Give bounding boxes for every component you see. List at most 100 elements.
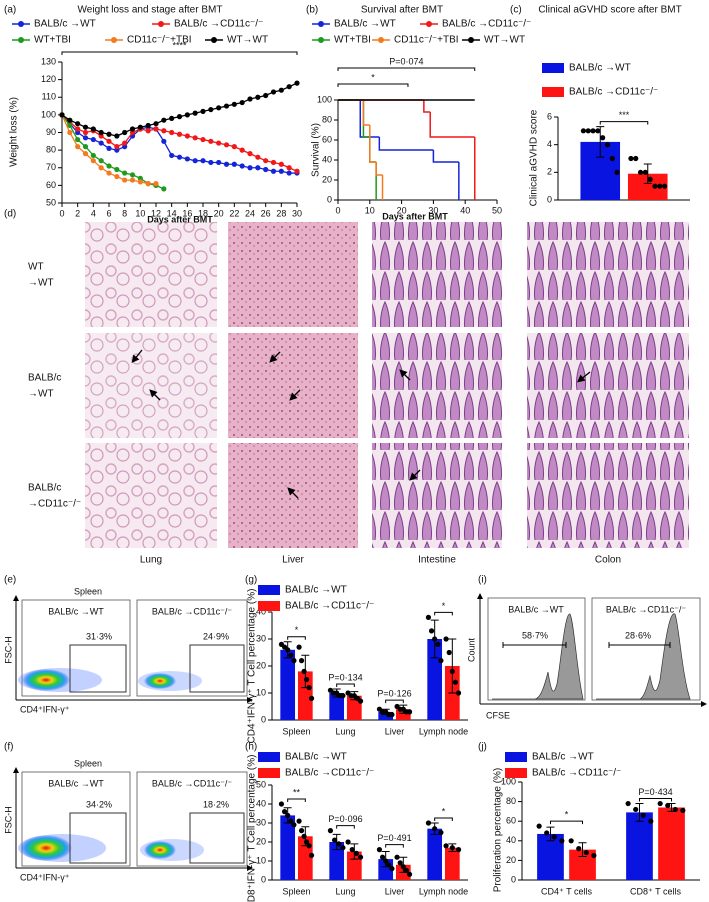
data-point: [406, 871, 413, 877]
legend-swatch: [258, 585, 280, 595]
histology-image: [372, 333, 502, 438]
data-point: [296, 644, 302, 650]
x-tick-label: 26: [261, 208, 271, 218]
panel-label: (h): [245, 742, 257, 753]
data-point: [255, 154, 261, 160]
x-tick-label: 40: [460, 205, 470, 215]
legend-swatch: [542, 87, 564, 97]
data-point: [137, 179, 143, 185]
data-point: [403, 867, 410, 874]
data-point: [286, 84, 292, 90]
significance-bracket: [61, 51, 298, 55]
significance-bracket: [434, 611, 453, 616]
data-point: [169, 129, 175, 136]
data-point: [200, 158, 206, 164]
data-point: [122, 177, 128, 183]
data-point: [389, 866, 395, 872]
data-point: [298, 658, 305, 664]
data-point: [82, 124, 89, 130]
legend-label: BALB/c →WT: [285, 752, 347, 763]
data-point: [75, 136, 81, 143]
data-point: [438, 829, 444, 836]
data-point: [129, 172, 136, 178]
y-tick-label: 100: [41, 109, 56, 119]
x-tick-label: CD8⁺ T cells: [630, 886, 681, 896]
data-point: [357, 698, 364, 704]
bar: [427, 639, 443, 720]
x-tick-label: 0: [335, 205, 340, 215]
data-point: [82, 144, 89, 150]
histogram: [596, 613, 691, 700]
survival-step: [375, 162, 383, 176]
row-label: BALB/c: [28, 373, 61, 384]
gate: [189, 812, 245, 864]
histology-image: [228, 443, 358, 548]
data-point: [161, 117, 167, 123]
data-point: [580, 128, 587, 134]
x-tick-label: Spleen: [282, 726, 310, 736]
data-point: [75, 144, 81, 150]
data-point: [106, 170, 112, 176]
plot-title: BALB/c →WT: [48, 606, 104, 616]
density: [144, 841, 176, 859]
row-label: →CD11c⁻/⁻: [28, 499, 81, 510]
data-point: [161, 186, 167, 192]
x-tick-label: Liver: [385, 726, 405, 736]
data-point: [192, 135, 198, 141]
x-tick-label: 24: [245, 208, 255, 218]
panel-label: (i): [478, 575, 487, 586]
histology-image: [85, 443, 217, 548]
x-tick-label: CD4⁺ T cells: [541, 886, 592, 896]
panel-label: (f): [4, 742, 13, 753]
legend-marker: [378, 37, 384, 43]
data-point: [657, 183, 663, 189]
x-tick-label: 20: [214, 208, 224, 218]
density: [20, 835, 72, 861]
row-label: →WT: [28, 389, 54, 400]
legend-swatch: [505, 768, 527, 778]
data-point: [291, 658, 297, 664]
data-point: [247, 96, 253, 102]
data-point: [239, 147, 245, 153]
row-label: WT: [28, 262, 44, 273]
y-tick-label: 100: [317, 94, 332, 104]
y-tick-label: 4: [547, 139, 552, 149]
data-point: [308, 695, 315, 702]
gate-percentage: 58·7%: [522, 630, 548, 640]
data-point: [435, 641, 441, 648]
flow-panel-e: (e) Spleen BALB/c →WT BALB/c →CD11c⁻/⁻ 3…: [3, 575, 253, 714]
data-point: [153, 126, 159, 132]
data-point: [585, 128, 591, 134]
data-point: [452, 679, 459, 685]
y-tick-label: 70: [46, 162, 56, 172]
data-point: [340, 845, 346, 851]
y-tick-label: 6: [547, 111, 552, 121]
data-point: [301, 668, 307, 675]
data-point: [98, 165, 104, 171]
data-point: [270, 89, 277, 95]
series-line: [61, 114, 298, 172]
significance-bracket: [336, 825, 355, 829]
data-point: [184, 133, 190, 139]
data-point: [327, 828, 334, 834]
data-point: [438, 658, 444, 664]
data-point: [389, 712, 395, 718]
data-point: [184, 112, 190, 118]
x-tick-label: 16: [182, 208, 192, 218]
error-bar: [578, 842, 587, 857]
legend-label: WT→WT: [484, 35, 525, 46]
gate-percentage: 18·2%: [203, 799, 229, 809]
histology-image: [527, 443, 689, 548]
histology-image: [228, 333, 358, 438]
y-tick-label: 40: [322, 154, 332, 164]
data-point: [278, 161, 284, 167]
data-point: [208, 159, 214, 166]
data-point: [665, 802, 671, 809]
data-point: [106, 145, 112, 151]
data-point: [576, 846, 582, 852]
y-tick-label: 30: [256, 633, 266, 643]
axis-label: CD4⁺IFN-γ⁺: [20, 872, 70, 882]
data-point: [270, 168, 277, 174]
y-tick-label: 100: [501, 776, 516, 786]
data-point: [628, 155, 634, 162]
